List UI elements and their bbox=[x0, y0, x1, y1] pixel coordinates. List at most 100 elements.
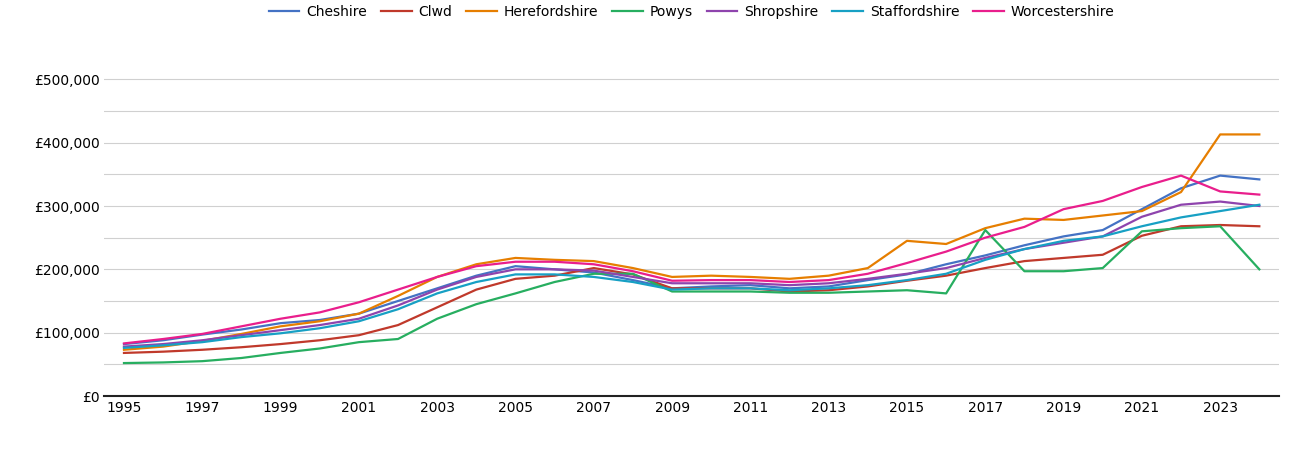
Shropshire bbox=[782, 283, 797, 288]
Shropshire bbox=[234, 333, 249, 338]
Staffordshire bbox=[664, 287, 680, 292]
Herefordshire bbox=[977, 225, 993, 231]
Clwd bbox=[860, 284, 876, 289]
Worcestershire bbox=[1095, 198, 1111, 204]
Staffordshire bbox=[429, 291, 445, 296]
Worcestershire bbox=[351, 300, 367, 305]
Shropshire bbox=[1134, 214, 1150, 220]
Powys bbox=[1251, 267, 1267, 272]
Clwd bbox=[468, 287, 484, 292]
Shropshire bbox=[155, 342, 171, 347]
Clwd bbox=[1212, 222, 1228, 228]
Staffordshire bbox=[1212, 208, 1228, 214]
Clwd bbox=[1134, 233, 1150, 238]
Cheshire bbox=[782, 286, 797, 291]
Herefordshire bbox=[1134, 208, 1150, 214]
Cheshire bbox=[429, 286, 445, 291]
Worcestershire bbox=[782, 279, 797, 285]
Powys bbox=[821, 290, 837, 296]
Staffordshire bbox=[703, 286, 719, 291]
Staffordshire bbox=[860, 283, 876, 288]
Shropshire bbox=[547, 267, 562, 272]
Clwd bbox=[1017, 258, 1032, 264]
Shropshire bbox=[977, 255, 993, 261]
Cheshire bbox=[1056, 234, 1071, 239]
Herefordshire bbox=[390, 293, 406, 299]
Staffordshire bbox=[1017, 246, 1032, 252]
Shropshire bbox=[390, 303, 406, 308]
Herefordshire bbox=[508, 255, 523, 261]
Staffordshire bbox=[547, 272, 562, 277]
Worcestershire bbox=[625, 269, 641, 274]
Worcestershire bbox=[1056, 207, 1071, 212]
Cheshire bbox=[547, 267, 562, 272]
Staffordshire bbox=[625, 279, 641, 285]
Powys bbox=[782, 290, 797, 296]
Shropshire bbox=[312, 322, 328, 328]
Clwd bbox=[782, 289, 797, 294]
Staffordshire bbox=[155, 342, 171, 348]
Cheshire bbox=[468, 273, 484, 279]
Cheshire bbox=[155, 338, 171, 343]
Clwd bbox=[312, 338, 328, 343]
Powys bbox=[273, 350, 288, 356]
Worcestershire bbox=[155, 336, 171, 342]
Clwd bbox=[508, 276, 523, 282]
Staffordshire bbox=[273, 331, 288, 336]
Clwd bbox=[155, 349, 171, 354]
Staffordshire bbox=[116, 345, 132, 351]
Shropshire bbox=[625, 274, 641, 279]
Herefordshire bbox=[782, 276, 797, 282]
Clwd bbox=[743, 286, 758, 291]
Herefordshire bbox=[1056, 217, 1071, 223]
Cheshire bbox=[821, 284, 837, 289]
Cheshire bbox=[860, 277, 876, 283]
Clwd bbox=[899, 278, 915, 284]
Powys bbox=[116, 360, 132, 366]
Clwd bbox=[821, 288, 837, 293]
Cheshire bbox=[938, 261, 954, 267]
Herefordshire bbox=[429, 274, 445, 279]
Staffordshire bbox=[194, 339, 210, 345]
Cheshire bbox=[586, 270, 602, 275]
Powys bbox=[938, 291, 954, 296]
Cheshire bbox=[1251, 177, 1267, 182]
Shropshire bbox=[938, 266, 954, 271]
Clwd bbox=[194, 347, 210, 352]
Worcestershire bbox=[508, 259, 523, 265]
Line: Herefordshire: Herefordshire bbox=[124, 135, 1259, 350]
Clwd bbox=[116, 350, 132, 356]
Clwd bbox=[625, 272, 641, 277]
Herefordshire bbox=[625, 266, 641, 271]
Clwd bbox=[547, 273, 562, 279]
Worcestershire bbox=[1134, 184, 1150, 190]
Cheshire bbox=[977, 253, 993, 258]
Shropshire bbox=[860, 276, 876, 282]
Cheshire bbox=[743, 283, 758, 288]
Powys bbox=[1173, 225, 1189, 231]
Shropshire bbox=[703, 280, 719, 286]
Worcestershire bbox=[194, 331, 210, 337]
Herefordshire bbox=[860, 266, 876, 271]
Powys bbox=[351, 339, 367, 345]
Herefordshire bbox=[155, 344, 171, 349]
Powys bbox=[899, 288, 915, 293]
Herefordshire bbox=[116, 347, 132, 352]
Staffordshire bbox=[938, 271, 954, 276]
Staffordshire bbox=[312, 325, 328, 331]
Herefordshire bbox=[194, 338, 210, 344]
Herefordshire bbox=[312, 319, 328, 324]
Shropshire bbox=[1056, 240, 1071, 245]
Shropshire bbox=[468, 274, 484, 279]
Cheshire bbox=[234, 327, 249, 332]
Clwd bbox=[938, 273, 954, 279]
Worcestershire bbox=[586, 261, 602, 267]
Shropshire bbox=[1173, 202, 1189, 207]
Herefordshire bbox=[547, 257, 562, 262]
Powys bbox=[547, 279, 562, 285]
Powys bbox=[155, 360, 171, 365]
Herefordshire bbox=[586, 258, 602, 264]
Shropshire bbox=[508, 267, 523, 272]
Shropshire bbox=[351, 316, 367, 321]
Shropshire bbox=[273, 328, 288, 333]
